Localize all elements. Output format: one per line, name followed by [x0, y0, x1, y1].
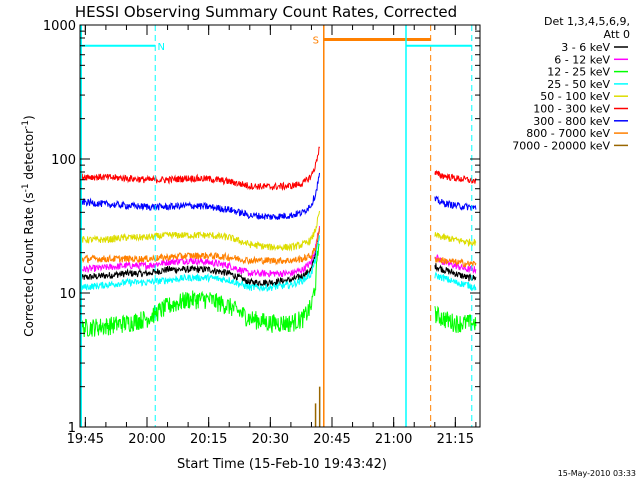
series-line — [434, 263, 477, 282]
data-layer — [80, 146, 477, 427]
legend-label: 300 - 800 keV — [533, 115, 610, 128]
x-axis-label: Start Time (15-Feb-10 19:43:42) — [177, 457, 387, 472]
axis-layer: 1 10 100 1000 19:45 20:00 20:15 20:30 20:45 21:00… — [43, 19, 480, 447]
series-line — [434, 271, 477, 291]
footer-timestamp: 15-May-2010 03:33 — [558, 469, 636, 478]
legend-label: 800 - 7000 keV — [526, 127, 610, 140]
annotation-label: N — [157, 42, 164, 53]
series-line — [80, 227, 320, 266]
legend-label: 7000 - 20000 keV — [512, 139, 610, 152]
y-tick-label: 10 — [59, 287, 76, 302]
legend-label: 25 - 50 keV — [547, 78, 610, 91]
series-line — [80, 243, 320, 338]
y-axis-label-mid: detector — [22, 129, 36, 184]
legend-label: 100 - 300 keV — [533, 103, 610, 116]
legend-label: 3 - 6 keV — [561, 41, 610, 54]
y-tick-label: 100 — [51, 153, 76, 168]
y-axis-label-end: ) — [22, 115, 36, 120]
series-line — [434, 305, 477, 333]
series-line — [80, 172, 320, 221]
series-line — [80, 235, 320, 293]
x-tick-label: 21:00 — [375, 432, 412, 447]
series-line — [434, 256, 477, 268]
series-line — [80, 210, 320, 252]
series-line — [80, 146, 320, 191]
y-tick-label: 1 — [68, 421, 76, 436]
series-line — [434, 232, 477, 247]
legend-header-line1: Det 1,3,4,5,6,9, — [544, 15, 630, 28]
x-tick-label: 20:15 — [190, 432, 227, 447]
series-line — [434, 169, 477, 184]
legend-label: 12 - 25 keV — [547, 66, 610, 79]
x-tick-label: 21:15 — [437, 432, 474, 447]
series-line — [80, 225, 320, 278]
plot-frame — [79, 24, 481, 428]
y-axis-label: Corrected Count Rate (s-1 detector-1) — [21, 115, 36, 336]
x-tick-label: 20:00 — [128, 432, 165, 447]
chart-title: HESSI Observing Summary Count Rates, Cor… — [75, 3, 457, 21]
x-tick-label: 20:45 — [313, 432, 350, 447]
series-line — [434, 195, 477, 211]
x-tick-label: 19:45 — [67, 432, 104, 447]
annotation-layer: NS — [80, 25, 473, 427]
legend-header-line2: Att 0 — [604, 28, 630, 41]
legend-label: 6 - 12 keV — [554, 53, 610, 66]
x-tick-label: 20:30 — [252, 432, 289, 447]
legend-label: 50 - 100 keV — [540, 90, 610, 103]
y-axis-label-sup1: -1 — [21, 183, 31, 192]
y-axis-label-main: Corrected Count Rate (s — [22, 192, 36, 336]
y-tick-label: 1000 — [43, 19, 76, 34]
annotation-label: S — [313, 35, 319, 46]
y-axis-label-sup2: -1 — [21, 120, 31, 129]
